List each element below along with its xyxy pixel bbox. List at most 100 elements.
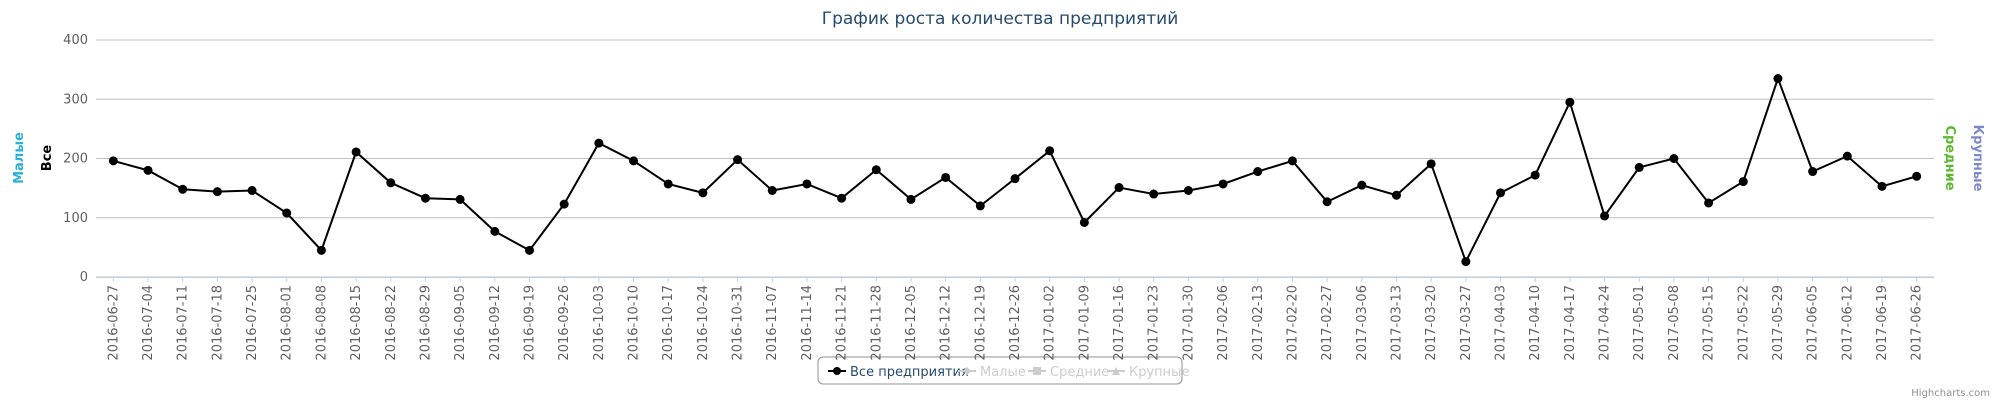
x-tick-label: 2016-08-01 bbox=[280, 285, 295, 361]
point bbox=[1738, 177, 1748, 187]
y-tick-label: 0 bbox=[80, 270, 88, 285]
x-tick-label: 2016-08-15 bbox=[349, 285, 364, 361]
point bbox=[1253, 167, 1263, 177]
point bbox=[1496, 188, 1506, 198]
point bbox=[524, 245, 534, 255]
x-tick-label: 2016-09-05 bbox=[453, 285, 468, 361]
point bbox=[1877, 181, 1887, 191]
point bbox=[1530, 170, 1540, 180]
point bbox=[871, 165, 881, 175]
point bbox=[1912, 171, 1922, 181]
legend-label[interactable]: Все предприятия bbox=[850, 365, 969, 380]
point bbox=[1287, 156, 1297, 166]
point bbox=[1218, 179, 1228, 189]
x-tick-label: 2016-08-22 bbox=[384, 285, 399, 361]
x-tick-label: 2016-10-17 bbox=[661, 285, 676, 361]
series-line bbox=[113, 75, 1917, 265]
x-tick-label: 2016-09-19 bbox=[522, 285, 537, 361]
x-tick-label: 2017-02-20 bbox=[1285, 285, 1300, 361]
x-tick-label: 2017-04-10 bbox=[1528, 285, 1543, 361]
y-tick-label: 200 bbox=[63, 152, 88, 167]
point bbox=[351, 147, 361, 157]
x-tick-label: 2017-02-27 bbox=[1320, 285, 1335, 361]
x-tick-label: 2017-02-06 bbox=[1216, 285, 1231, 361]
point bbox=[663, 179, 673, 189]
point bbox=[941, 172, 951, 182]
x-tick-label: 2016-07-11 bbox=[176, 285, 191, 361]
x-tick-label: 2017-05-08 bbox=[1667, 285, 1682, 361]
point bbox=[490, 226, 500, 236]
point bbox=[802, 179, 812, 189]
x-tick-label: 2016-12-12 bbox=[939, 285, 954, 361]
x-tick-label: 2016-06-27 bbox=[106, 285, 121, 361]
x-tick-label: 2017-05-29 bbox=[1771, 285, 1786, 361]
x-tick-label: 2017-04-17 bbox=[1563, 285, 1578, 361]
point bbox=[837, 193, 847, 203]
point bbox=[282, 208, 292, 218]
point bbox=[1773, 74, 1783, 84]
x-tick-label: 2016-10-03 bbox=[592, 285, 607, 361]
point bbox=[420, 193, 430, 203]
x-tick-label: 2016-09-12 bbox=[488, 285, 503, 361]
point bbox=[1600, 211, 1610, 221]
point bbox=[594, 138, 604, 148]
point bbox=[733, 155, 743, 165]
x-tick-label: 2017-03-06 bbox=[1355, 285, 1370, 361]
point bbox=[1079, 217, 1089, 227]
x-tick-label: 2016-10-10 bbox=[627, 285, 642, 361]
x-tick-label: 2017-05-01 bbox=[1632, 285, 1647, 361]
point bbox=[559, 199, 569, 209]
point bbox=[1045, 146, 1055, 156]
point bbox=[767, 185, 777, 195]
legend-label[interactable]: Малые bbox=[980, 365, 1026, 380]
point bbox=[1842, 151, 1852, 161]
point bbox=[906, 194, 916, 204]
axis-title: Все bbox=[40, 145, 55, 172]
x-tick-label: 2016-11-28 bbox=[869, 285, 884, 361]
x-tick-label: 2017-02-13 bbox=[1251, 285, 1266, 361]
y-tick-label: 300 bbox=[63, 92, 88, 107]
x-tick-label: 2016-11-14 bbox=[800, 285, 815, 361]
axis-title: Малые bbox=[12, 132, 27, 184]
x-tick-label: 2016-11-21 bbox=[835, 285, 850, 361]
x-tick-label: 2016-12-26 bbox=[1008, 285, 1023, 361]
x-tick-label: 2017-03-20 bbox=[1424, 285, 1439, 361]
x-tick-label: 2017-01-23 bbox=[1147, 285, 1162, 361]
x-tick-label: 2017-04-03 bbox=[1494, 285, 1509, 361]
point bbox=[1183, 185, 1193, 195]
x-tick-label: 2017-06-19 bbox=[1875, 285, 1890, 361]
credits[interactable]: Highcharts.com bbox=[1911, 388, 1990, 399]
point bbox=[1010, 174, 1020, 184]
point bbox=[316, 245, 326, 255]
x-tick-label: 2017-03-13 bbox=[1389, 285, 1404, 361]
x-tick-label: 2017-03-27 bbox=[1459, 285, 1474, 361]
x-tick-label: 2017-06-05 bbox=[1806, 285, 1821, 361]
point bbox=[212, 187, 222, 197]
y-tick-label: 100 bbox=[63, 211, 88, 226]
point bbox=[1461, 257, 1471, 267]
x-tick-label: 2016-08-08 bbox=[314, 285, 329, 361]
x-tick-label: 2016-12-05 bbox=[904, 285, 919, 361]
legend-label[interactable]: Крупные bbox=[1129, 365, 1189, 380]
point bbox=[1669, 154, 1679, 163]
point bbox=[108, 156, 118, 166]
legend-label[interactable]: Средние bbox=[1050, 365, 1109, 380]
point bbox=[698, 188, 708, 198]
legend-box bbox=[817, 356, 1183, 385]
point bbox=[386, 178, 396, 188]
chart-title: График роста количества предприятий bbox=[822, 9, 1179, 29]
x-tick-label: 2016-07-18 bbox=[210, 285, 225, 361]
x-tick-label: 2016-12-19 bbox=[973, 285, 988, 361]
point bbox=[143, 165, 153, 175]
legend-symbol bbox=[833, 367, 841, 375]
point bbox=[178, 184, 188, 194]
x-tick-label: 2017-01-09 bbox=[1077, 285, 1092, 361]
x-tick-label: 2016-09-26 bbox=[557, 285, 572, 361]
y-tick-label: 400 bbox=[63, 33, 88, 48]
x-tick-label: 2017-05-15 bbox=[1702, 285, 1717, 361]
point bbox=[1357, 180, 1367, 190]
x-tick-label: 2016-10-31 bbox=[731, 285, 746, 361]
legend-symbol bbox=[963, 367, 971, 375]
x-tick-label: 2017-01-30 bbox=[1181, 285, 1196, 361]
